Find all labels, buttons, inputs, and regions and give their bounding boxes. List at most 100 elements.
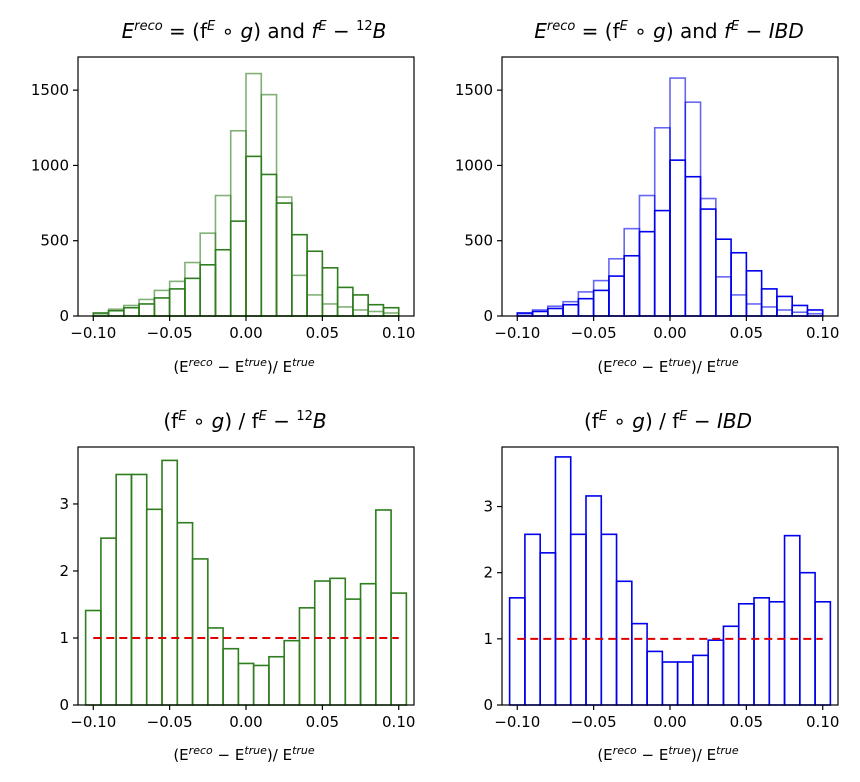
bar [291, 274, 308, 317]
x-tick-label: 0.10 [806, 713, 839, 731]
bar [275, 196, 293, 317]
bar [214, 248, 232, 317]
x-tick-label: 0.05 [306, 713, 339, 731]
bar [306, 294, 324, 317]
bar [684, 175, 702, 317]
ratio-panel-ibd: (fE ∘ g) / fE − IBD (Ereco − Etrue)/ Etr… [483, 409, 839, 764]
bar [184, 261, 201, 317]
x-tick-label: 0.00 [229, 713, 262, 731]
bar [699, 208, 717, 317]
bar [508, 597, 526, 706]
bar [699, 197, 717, 317]
bar [176, 521, 194, 706]
bar [760, 288, 778, 317]
bar [382, 306, 400, 317]
y-tick-label: 2 [59, 562, 69, 580]
x-tick-label: 0.10 [382, 324, 415, 342]
x-tick-label: −0.10 [70, 713, 116, 731]
histogram-series-0 [84, 459, 408, 706]
x-tick-label: −0.05 [147, 713, 193, 731]
axes-frame [501, 446, 839, 706]
bar [753, 597, 771, 706]
bar [562, 303, 580, 317]
bar [577, 291, 595, 317]
x-tick-label: 0.00 [653, 713, 686, 731]
y-tick-label: 1 [59, 629, 69, 647]
bar [676, 661, 694, 706]
bar [298, 607, 316, 706]
x-axis-label: (Ereco − Etrue)/ Etrue [173, 356, 315, 376]
bar [321, 303, 339, 317]
bar [199, 232, 217, 317]
bar [115, 473, 133, 706]
histogram-series-1 [92, 155, 400, 317]
y-tick-label: 1000 [455, 156, 493, 174]
bar [275, 202, 293, 317]
x-tick-label: 0.10 [382, 713, 415, 731]
bar [375, 509, 392, 706]
bar [737, 602, 755, 706]
bar [623, 227, 641, 317]
bar [783, 534, 801, 706]
panel-title: Ereco = (fE ∘ g) and fE − 12B [122, 19, 387, 43]
bar [306, 250, 324, 317]
bar [768, 600, 786, 706]
bar [791, 304, 809, 317]
bar [669, 159, 687, 317]
bar [646, 650, 664, 706]
panel-title: Ereco = (fE ∘ g) and fE − IBD [534, 19, 804, 43]
bar [745, 270, 763, 317]
bar [653, 126, 671, 317]
bar [638, 230, 656, 317]
bar [153, 297, 171, 317]
bar [352, 294, 369, 317]
bar [776, 295, 793, 317]
bar [692, 654, 709, 706]
x-tick-label: 0.05 [730, 713, 763, 731]
bar [245, 72, 263, 317]
bar [336, 286, 354, 317]
bar [730, 294, 748, 317]
x-axis-label: (Ereco − Etrue)/ Etrue [597, 744, 739, 764]
bar [638, 194, 656, 317]
bar [84, 609, 102, 706]
bar [184, 277, 201, 317]
bar [562, 300, 580, 317]
bar [608, 257, 625, 317]
y-tick-label: 0 [59, 307, 69, 325]
bar [367, 303, 385, 317]
x-tick-label: −0.05 [571, 713, 617, 731]
bar [524, 533, 541, 706]
bar [138, 298, 156, 317]
bar [107, 309, 125, 317]
histogram-series-0 [508, 456, 832, 706]
bar [214, 194, 232, 317]
y-tick-label: 1000 [31, 156, 69, 174]
x-axis-label: (Ereco − Etrue)/ Etrue [597, 356, 739, 376]
bar [138, 303, 156, 317]
x-tick-label: 0.00 [653, 324, 686, 342]
bar [600, 533, 618, 706]
bar [168, 288, 186, 317]
bar [653, 209, 671, 317]
bar [715, 276, 732, 317]
bar [260, 173, 278, 317]
x-tick-label: 0.10 [806, 324, 839, 342]
bar [145, 508, 163, 706]
histogram-series-1 [516, 159, 824, 317]
histogram-panel-ibd: Ereco = (fE ∘ g) and fE − IBD (Ereco − E… [455, 19, 840, 376]
bar [577, 297, 595, 317]
bar [547, 307, 564, 317]
y-tick-label: 0 [483, 696, 493, 714]
x-axis-label: (Ereco − Etrue)/ Etrue [173, 744, 315, 764]
panel-title: (fE ∘ g) / fE − IBD [584, 409, 752, 433]
bar [592, 289, 610, 317]
bar [592, 279, 610, 317]
bar [814, 600, 832, 706]
bar [237, 662, 255, 706]
x-tick-label: −0.10 [494, 324, 540, 342]
y-tick-label: 500 [464, 232, 493, 250]
bar [321, 267, 339, 317]
x-tick-label: −0.05 [147, 324, 193, 342]
